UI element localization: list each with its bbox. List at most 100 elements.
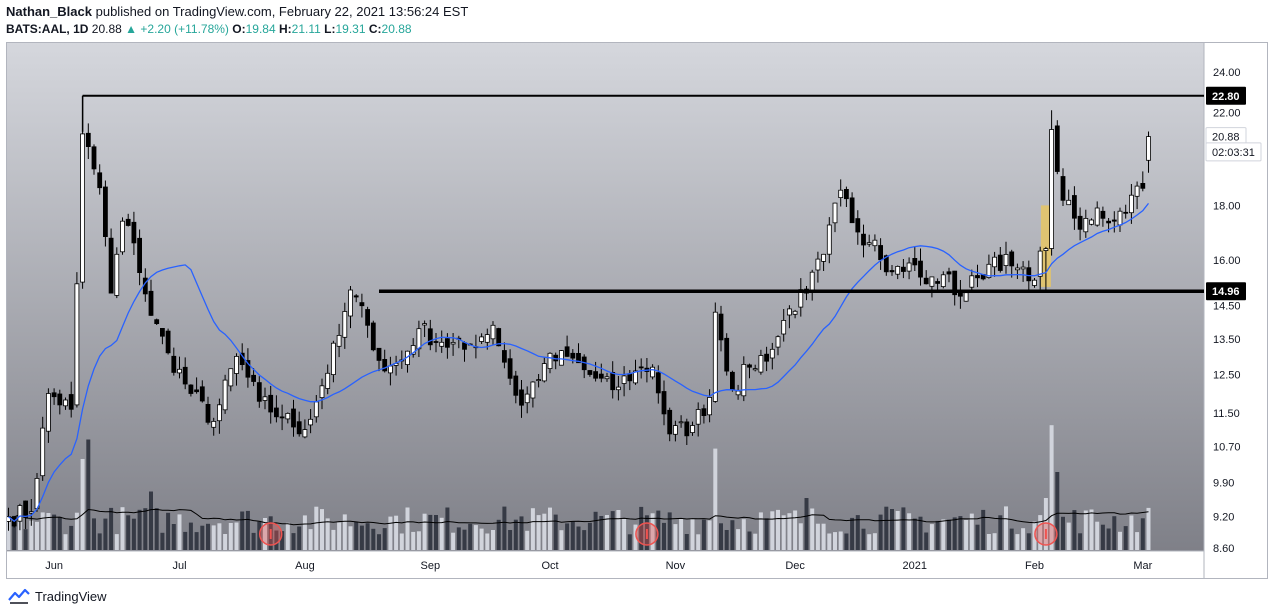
volume-bar [981,509,986,550]
candle-body [1129,194,1134,214]
footer-brand[interactable]: TradingView [8,588,107,604]
candle [695,402,701,437]
symbol-legend: BATS:AAL, 1D 20.88 ▲ +2.20 (+11.78%) O:1… [6,22,412,36]
volume-bar [582,530,587,550]
volume-bar [12,515,17,550]
candle [849,192,855,224]
candle-body [490,324,496,340]
candle [23,500,29,529]
candle [730,370,735,392]
candle [268,385,274,424]
candle [821,253,826,271]
chart-svg[interactable]: 24.00 22.00 18.00 16.00 14.50 13.50 12.50 11.50… [7,43,1267,578]
candle-body [1054,125,1060,172]
volume-bar [536,515,541,550]
candle-body [85,132,91,148]
price-tick-label: 14.50 [1213,301,1241,313]
volume-bar [1140,518,1145,550]
candle-body [889,270,895,273]
candle [439,330,445,353]
candle-body [34,477,40,510]
volume-bar [519,516,524,550]
volume-bar [479,528,484,550]
volume-bar [787,513,792,550]
earnings-marker-icon[interactable] [1034,522,1058,546]
candles-layer [7,95,1151,531]
candle [103,180,108,247]
price-tick-label: 9.90 [1213,478,1234,490]
candle-body [296,421,302,435]
candle-body [570,352,576,359]
candle [131,211,137,255]
candle-body [513,375,519,396]
volume-bar [992,533,997,550]
time-tick-label: Nov [666,560,686,572]
candle-body [228,368,234,387]
candle-body [764,353,769,362]
candle [291,399,296,437]
volume-bar [650,513,655,550]
highlight-box[interactable] [1040,205,1051,287]
candle-body [912,257,918,266]
candle-body [216,404,222,422]
volume-bar [719,523,723,550]
candle-body [1123,211,1129,214]
candle [17,503,23,531]
author-name[interactable]: Nathan_Black [6,4,92,19]
volume-bar [918,516,923,550]
candle-body [342,311,348,338]
volume-bar [599,516,604,550]
candle-body [878,245,883,261]
volume-bar [616,510,621,550]
volume-bar [154,508,159,550]
volume-bar [553,514,558,550]
candle-body [234,355,239,374]
candle-body [370,322,376,351]
candle [838,179,844,207]
candle-body [1106,220,1111,224]
volume-bar [1095,521,1100,550]
candle-body [1037,250,1043,277]
candle-body [792,310,798,315]
candle-body [1020,266,1026,270]
volume-bar [1118,531,1122,550]
candle [986,254,992,279]
volume-bar [610,511,615,550]
candle-body [279,416,285,419]
candle-body [1026,267,1032,282]
candle [91,144,97,175]
volume-bar [1123,526,1128,550]
volume-bar [131,518,136,550]
volume-bar [861,528,866,550]
volume-bar [952,517,957,550]
candle-body [74,283,80,406]
candle-body [1066,199,1072,206]
volume-bar [251,532,256,550]
chart-area[interactable]: 24.00 22.00 18.00 16.00 14.50 13.50 12.50 11.50… [6,42,1268,579]
earnings-marker-icon[interactable] [258,522,283,546]
volume-bar [1066,522,1071,550]
candle-body [256,382,262,402]
candle-body [359,302,365,307]
earnings-marker-icon[interactable] [635,522,659,546]
candle [1015,263,1020,279]
time-tick-label: Mar [1133,560,1152,572]
candle [1060,168,1066,206]
candle [769,342,775,370]
candle [1134,181,1140,210]
candle-body [718,313,724,341]
candle-body [667,409,673,435]
candle-body [1003,253,1009,266]
volume-bar [570,521,575,550]
volume-bar [308,529,313,550]
candle-body [188,384,194,394]
axis-layer: 24.00 22.00 18.00 16.00 14.50 13.50 12.50 11.50… [45,67,1262,572]
volume-bar [513,519,518,550]
volume-bar [348,526,353,550]
volume-bar [530,508,535,550]
candle-body [427,328,433,346]
candle-body [1072,195,1077,219]
candle [342,302,348,349]
price-change: +2.20 (+11.78%) [140,22,229,36]
volume-bar [274,530,279,550]
